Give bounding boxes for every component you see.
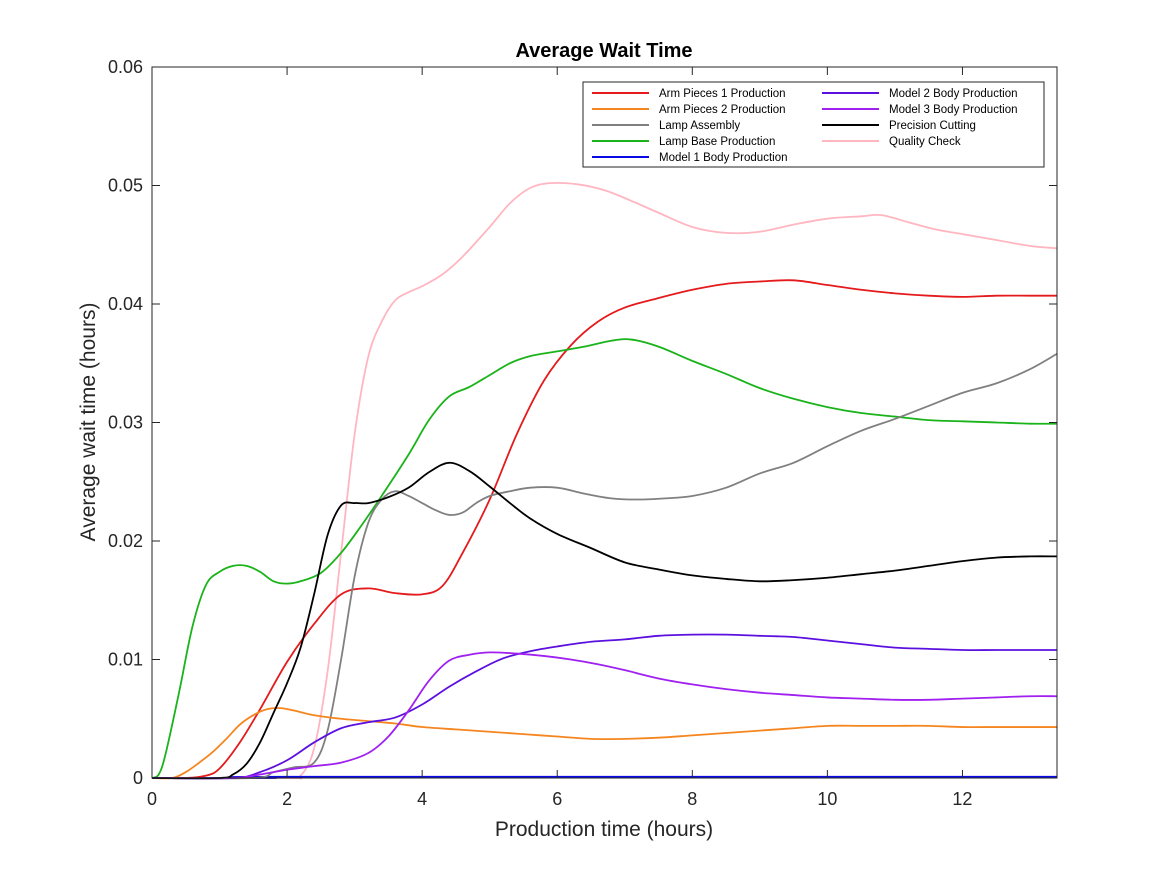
y-tick-label: 0.01 [108, 650, 143, 670]
legend-entry-label: Precision Cutting [889, 120, 976, 132]
x-tick-label: 6 [552, 789, 562, 809]
legend-entry-label: Lamp Base Production [659, 136, 775, 148]
series-line-model-2-body-production [151, 633, 1057, 780]
series-line-arm-pieces-2-production [151, 707, 1057, 780]
y-axis-label: Average wait time (hours) [77, 303, 100, 542]
series-line-arm-pieces-1-production [151, 279, 1057, 780]
y-tick-label: 0 [133, 768, 143, 788]
series-layer [151, 181, 1058, 780]
y-tick-label: 0.06 [108, 57, 143, 77]
series-line-precision-cutting [151, 461, 1058, 780]
legend-entry-label: Arm Pieces 2 Production [659, 104, 786, 116]
x-axis-label: Production time (hours) [495, 818, 713, 841]
series-line-model-3-body-production [151, 651, 1058, 780]
chart-title: Average Wait Time [515, 40, 692, 62]
series-line-lamp-assembly [151, 352, 1058, 780]
axis-ticks: 0 2 4 6 8 10 12 0 0.01 0.02 0.03 0.04 0.05 0.06 [108, 57, 1057, 809]
x-tick-label: 4 [417, 789, 427, 809]
y-tick-label: 0.04 [108, 294, 143, 314]
legend-entry-label: Quality Check [889, 136, 961, 148]
x-tick-label: 2 [282, 789, 292, 809]
legend-entry-label: Model 3 Body Production [889, 104, 1018, 116]
legend-entry-label: Lamp Assembly [659, 120, 740, 132]
x-tick-label: 10 [817, 789, 837, 809]
y-tick-label: 0.05 [108, 176, 143, 196]
legend-entry-label: Model 2 Body Production [889, 88, 1018, 100]
y-tick-label: 0.03 [108, 413, 143, 433]
x-tick-label: 8 [687, 789, 697, 809]
x-tick-label: 0 [147, 789, 157, 809]
legend: Arm Pieces 1 Production Arm Pieces 2 Prod… [582, 81, 1045, 168]
y-tick-label: 0.02 [108, 531, 143, 551]
legend-box [582, 81, 1045, 168]
legend-entry-label: Arm Pieces 1 Production [659, 88, 786, 100]
legend-entry-label: Model 1 Body Production [659, 152, 788, 164]
x-tick-label: 12 [952, 789, 972, 809]
series-line-lamp-base-production [151, 338, 1058, 779]
